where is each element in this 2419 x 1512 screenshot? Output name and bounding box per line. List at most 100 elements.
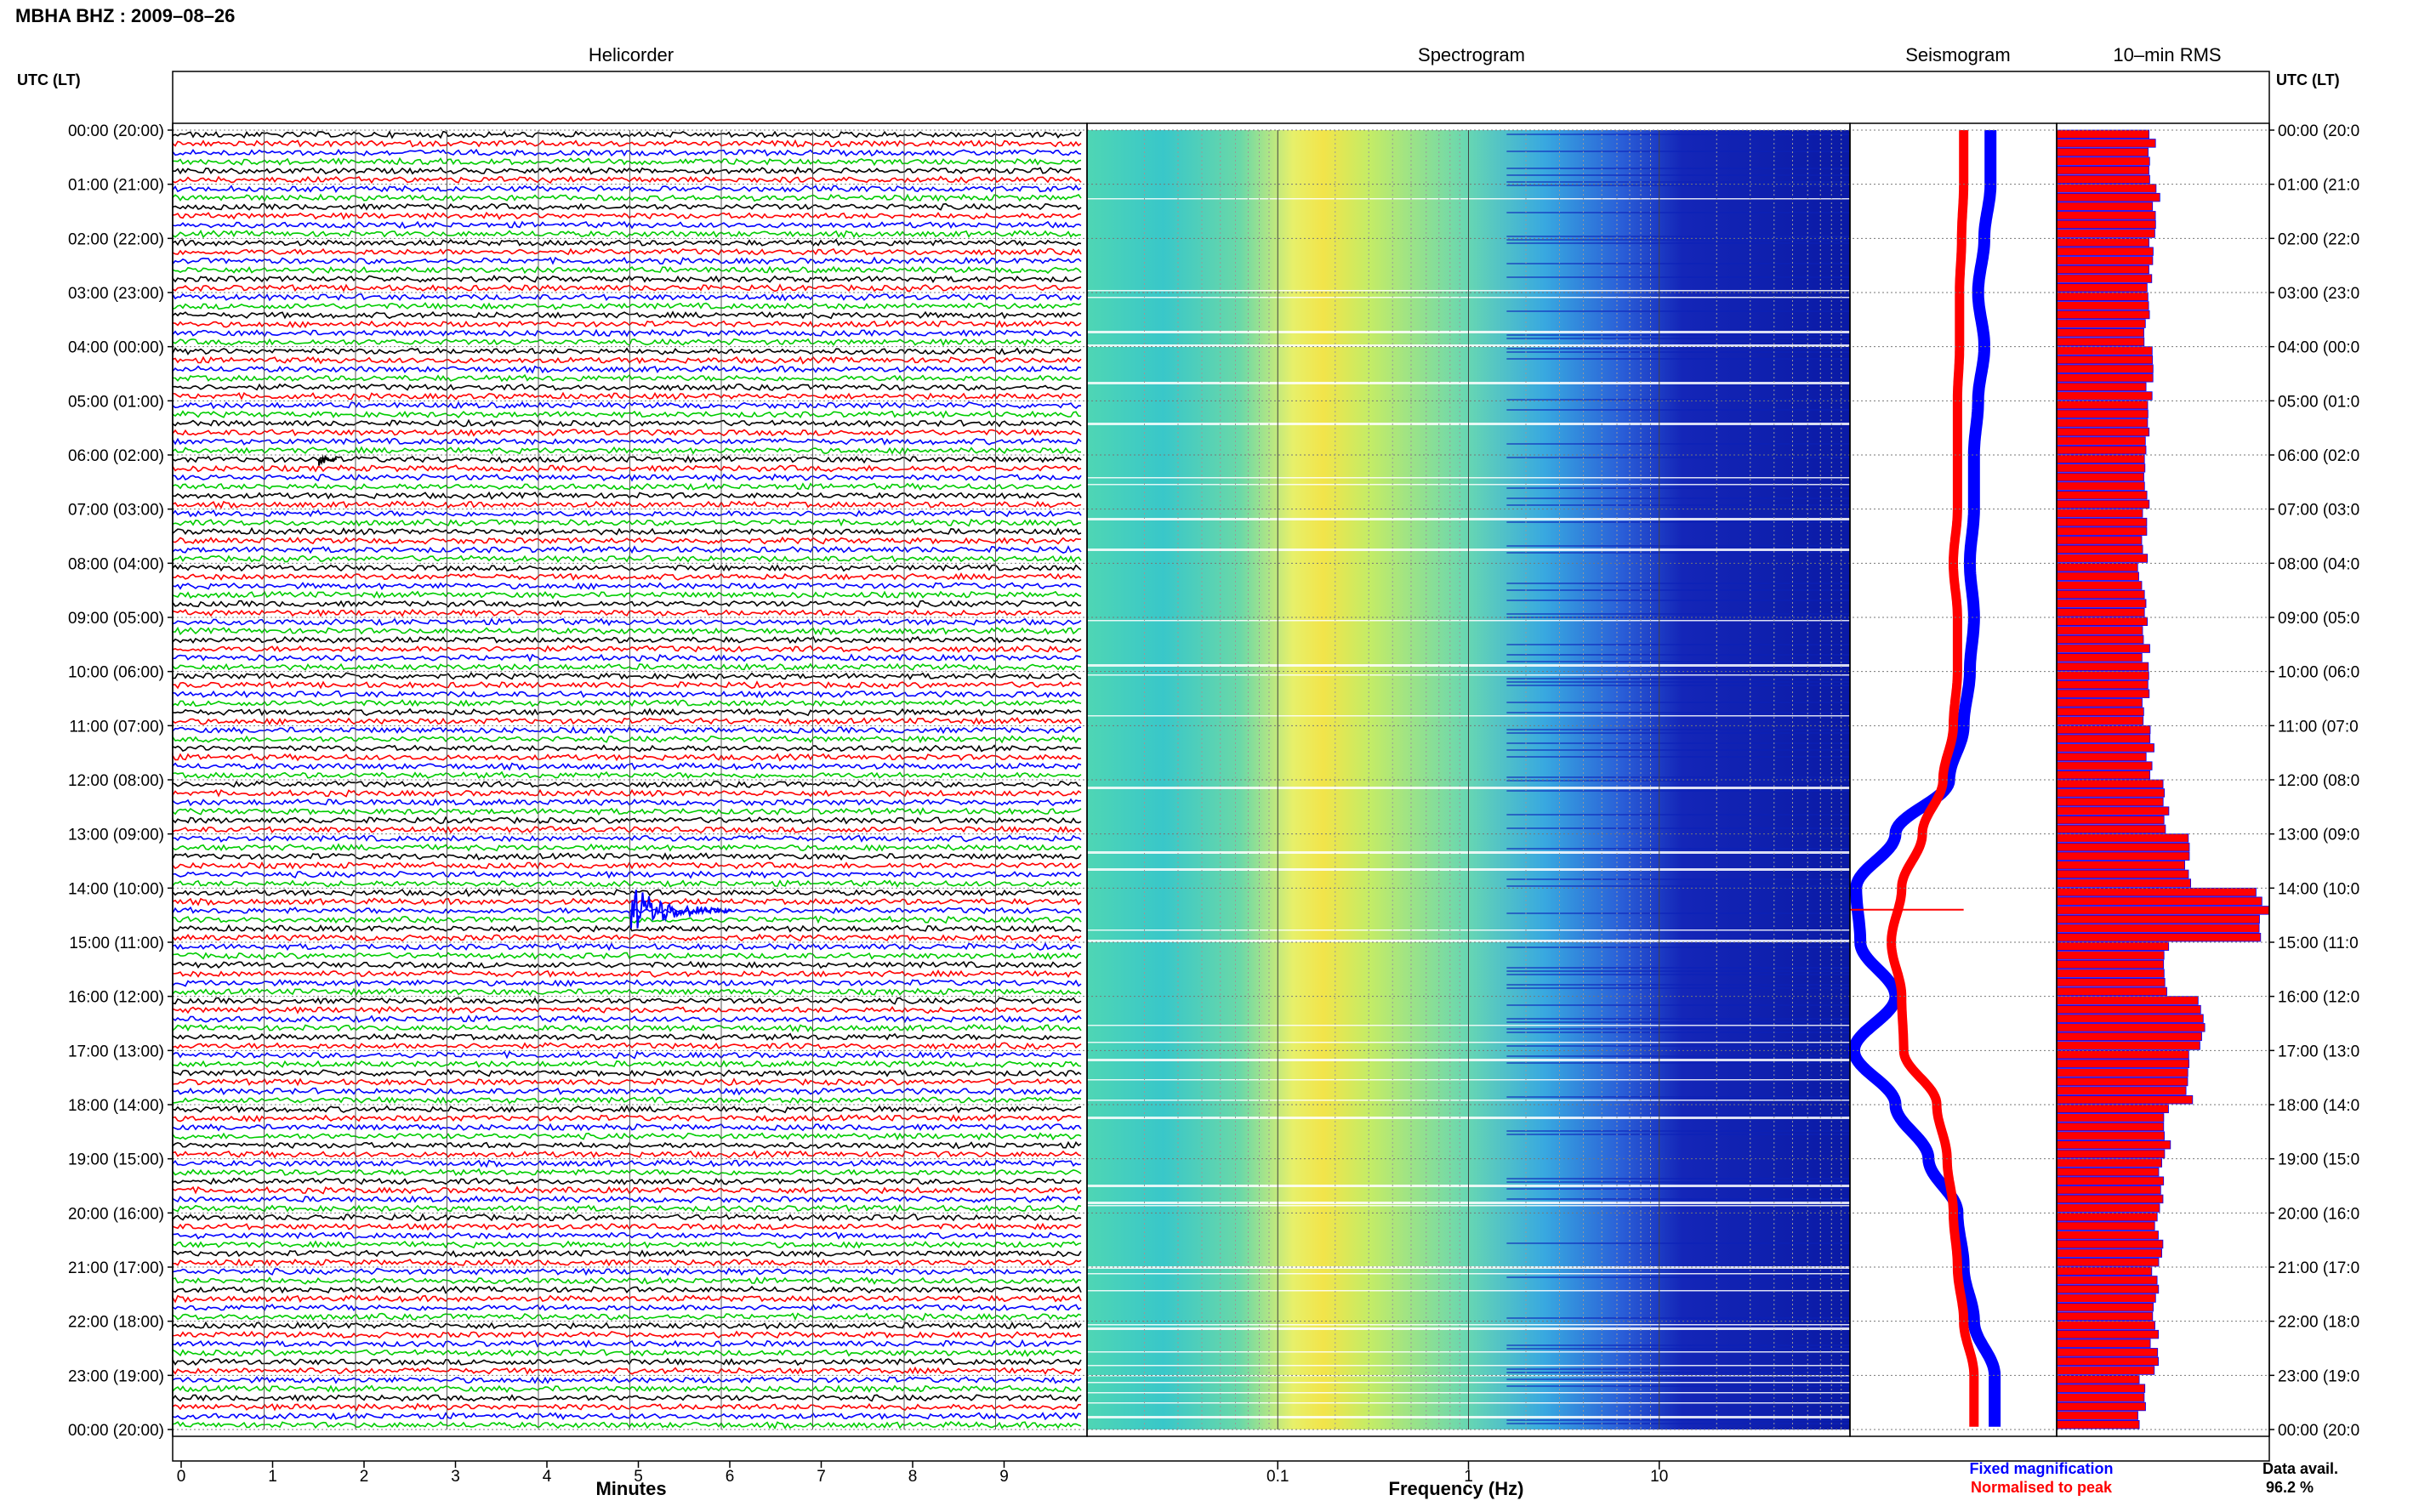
- helicorder-trace: [172, 834, 1082, 843]
- rms-bar: [2056, 282, 2148, 293]
- helicorder-trace: [172, 1068, 1082, 1077]
- spectrogram-stripe: [1506, 912, 1850, 914]
- rms-bar: [2056, 951, 2165, 960]
- rms-bar: [2056, 969, 2165, 978]
- helicorder-trace: [172, 518, 1082, 527]
- helicorder-trace: [172, 455, 1082, 464]
- rms-bar: [2056, 156, 2150, 166]
- seismogram-title: Seismogram: [1905, 44, 2010, 65]
- time-label-left: 12:00 (08:00): [68, 772, 164, 790]
- rms-bar: [2056, 219, 2156, 230]
- helicorder-trace: [172, 897, 1082, 907]
- time-label-right: 04:00 (00:0: [2278, 339, 2359, 357]
- spectrogram-stripe: [1506, 1344, 1850, 1346]
- minutes-axis-label: Minutes: [595, 1478, 666, 1499]
- spectrogram-stripe: [1506, 1188, 1850, 1190]
- helicorder-trace: [172, 437, 1082, 446]
- spectrogram-stripe: [1506, 174, 1850, 176]
- rms-bar: [2056, 617, 2148, 627]
- rms-bar: [2056, 797, 2164, 807]
- spectrogram-stripe: [1506, 702, 1850, 703]
- minutes-tick-label: 2: [360, 1468, 369, 1486]
- helicorder-trace: [172, 1276, 1082, 1285]
- helicorder-trace: [172, 807, 1082, 816]
- rms-bar: [2056, 851, 2190, 861]
- time-label-left: 19:00 (15:00): [68, 1151, 164, 1169]
- utc-axis-label-left: UTC (LT): [17, 71, 81, 88]
- spectrogram-stripe: [1506, 358, 1850, 360]
- rms-bar: [2056, 1131, 2165, 1140]
- time-label-right: 12:00 (08:0: [2278, 772, 2359, 790]
- helicorder-trace: [172, 978, 1082, 987]
- rms-bar: [2056, 644, 2150, 653]
- rms-bar: [2056, 1185, 2161, 1195]
- spectrogram-stripe: [1506, 600, 1850, 601]
- time-label-right: 20:00 (16:0: [2278, 1205, 2359, 1223]
- helicorder-trace: [172, 1185, 1082, 1195]
- rms-bar: [2056, 1041, 2200, 1050]
- spectrogram-stripe: [1506, 1062, 1850, 1064]
- rms-bar: [2056, 1104, 2169, 1114]
- helicorder-trace: [172, 617, 1082, 627]
- outer-frame: [172, 71, 2270, 1462]
- spectrogram-stripe: [1506, 1178, 1850, 1179]
- rms-bar: [2056, 671, 2149, 680]
- spectrogram-stripe: [1506, 732, 1850, 734]
- helicorder-trace: [172, 626, 1082, 636]
- rms-bar: [2056, 842, 2190, 852]
- rms-bar: [2056, 472, 2144, 482]
- spectrogram-stripe: [1506, 1045, 1850, 1047]
- helicorder-trace: [172, 572, 1082, 582]
- helicorder-trace: [172, 816, 1082, 825]
- helicorder-trace: [172, 473, 1082, 482]
- rms-bar: [2056, 373, 2154, 383]
- rms-bar: [2056, 1393, 2145, 1402]
- spectrogram-stripe: [1506, 848, 1850, 850]
- time-label-left: 04:00 (00:00): [68, 339, 164, 357]
- helicorder-trace: [172, 247, 1082, 256]
- spectrogram-stripe: [1506, 984, 1850, 986]
- rms-bar: [2056, 491, 2148, 500]
- time-label-right: 10:00 (06:0: [2278, 664, 2359, 682]
- time-label-left: 06:00 (02:00): [68, 447, 164, 465]
- rms-bar: [2056, 743, 2154, 753]
- time-label-left: 01:00 (21:00): [68, 177, 164, 195]
- helicorder-trace: [172, 671, 1082, 680]
- spectrogram-stripe: [1506, 613, 1850, 615]
- helicorder-trace: [172, 373, 1082, 383]
- spectrogram-stripe: [1506, 236, 1850, 237]
- rms-bar: [2056, 1276, 2158, 1285]
- time-label-left: 22:00 (18:00): [68, 1314, 164, 1332]
- spectrogram-stripe: [1506, 1242, 1850, 1244]
- helicorder-trace: [172, 852, 1082, 861]
- helicorder-trace: [172, 265, 1082, 275]
- helicorder-trace: [172, 1087, 1082, 1096]
- spectrogram-stripe: [1506, 749, 1850, 751]
- time-label-right: 21:00 (17:0: [2278, 1259, 2359, 1277]
- spectrogram-title: Spectrogram: [1418, 44, 1525, 65]
- helicorder-trace: [172, 608, 1082, 617]
- spectrogram-stripe: [1506, 1032, 1850, 1033]
- helicorder-trace: [172, 780, 1082, 789]
- spectrogram-stripe: [1506, 334, 1850, 336]
- helicorder-trace: [172, 1105, 1082, 1114]
- spectrogram-stripe: [1506, 970, 1850, 972]
- spectrogram-stripe: [1506, 827, 1850, 829]
- spectrogram-stripe: [1506, 1004, 1850, 1006]
- helicorder-trace: [172, 1258, 1082, 1267]
- rms-bar: [2056, 1158, 2162, 1168]
- spectrogram-stripe: [1506, 552, 1850, 554]
- helicorder-trace: [172, 1249, 1082, 1259]
- spectrogram-stripe: [1506, 685, 1850, 686]
- rms-bar: [2056, 634, 2144, 645]
- station-title: MBHA BHZ : 2009–08–26: [15, 5, 235, 26]
- helicorder-trace: [172, 193, 1082, 202]
- spectrogram-stripe: [1506, 1419, 1850, 1421]
- helicorder-trace: [172, 166, 1082, 175]
- rms-bar: [2056, 698, 2143, 708]
- rms-bar: [2056, 1176, 2165, 1185]
- helicorder-trace: [172, 302, 1082, 310]
- helicorder-trace: [172, 662, 1082, 672]
- spectrogram-stripe: [1506, 242, 1850, 244]
- helicorder-trace: [172, 175, 1082, 185]
